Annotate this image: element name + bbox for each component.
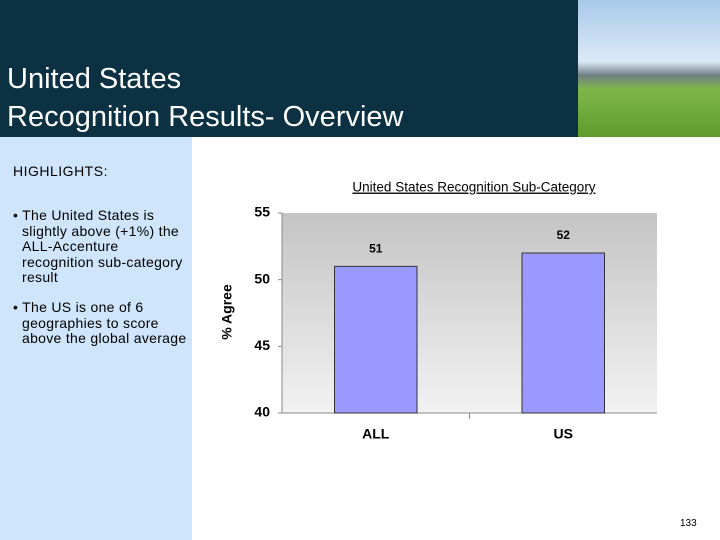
title-line: Recognition Results- Overview (7, 101, 404, 133)
x-tick-label: US (554, 426, 573, 442)
sidebar (0, 137, 192, 540)
slide-title: United States Recognition Results- Overv… (7, 60, 403, 136)
title-line: United States (7, 63, 182, 95)
y-axis-label: % Agree (219, 284, 235, 340)
x-tick-label: ALL (362, 426, 390, 442)
y-tick-label: 55 (254, 204, 270, 220)
y-tick-label: 50 (254, 270, 270, 286)
bullet: • The US is one of 6 geographies to scor… (13, 299, 187, 346)
page-number: 133 (680, 518, 697, 529)
data-label: 51 (369, 242, 383, 256)
bar (334, 265, 418, 414)
y-tick-label: 40 (254, 404, 270, 420)
bar (521, 252, 605, 414)
header-bar (0, 0, 578, 137)
chart-title: United States Recognition Sub-Category (352, 180, 595, 195)
data-label: 52 (557, 228, 571, 242)
y-tick-label: 45 (254, 337, 270, 353)
highlights-heading: HIGHLIGHTS: (13, 163, 108, 179)
header-photo (578, 0, 720, 137)
bullet: • The United States is slightly above (+… (13, 207, 183, 285)
